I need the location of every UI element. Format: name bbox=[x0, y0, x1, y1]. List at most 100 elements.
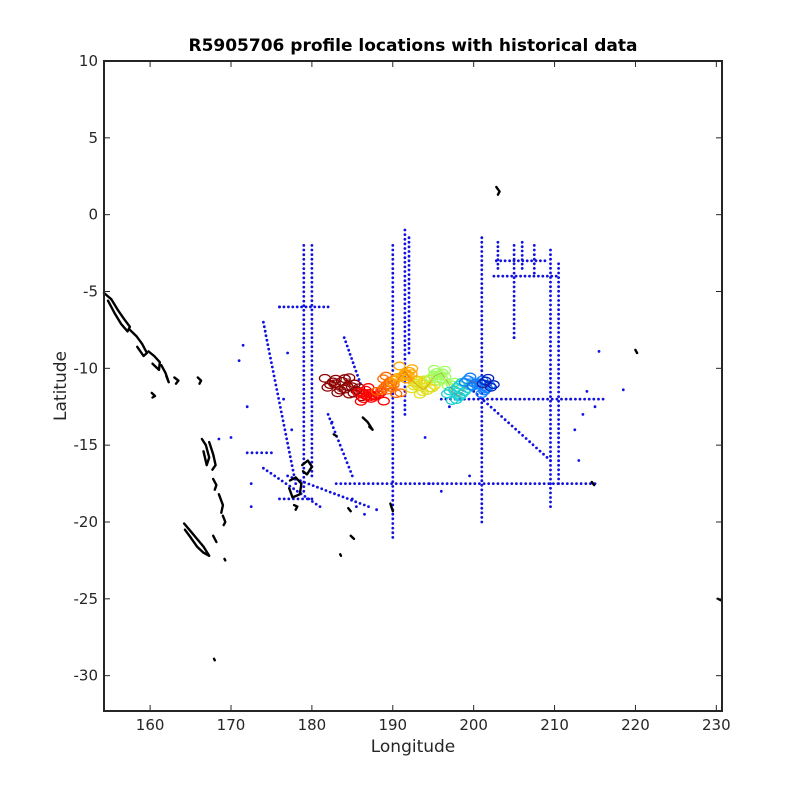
coastline bbox=[349, 534, 356, 541]
historical-point bbox=[557, 358, 560, 362]
historical-point bbox=[581, 413, 585, 416]
historical-point bbox=[310, 382, 314, 386]
historical-point bbox=[621, 388, 625, 392]
x-tick-label: 170 bbox=[217, 716, 246, 734]
historical-point bbox=[480, 245, 484, 249]
historical-point bbox=[310, 317, 314, 321]
historical-point bbox=[275, 388, 279, 391]
historical-point bbox=[557, 395, 560, 398]
historical-point bbox=[291, 468, 295, 472]
historical-point bbox=[480, 236, 484, 240]
historical-point bbox=[229, 436, 233, 439]
historical-point bbox=[413, 482, 417, 485]
historical-point bbox=[512, 248, 516, 252]
historical-point bbox=[345, 461, 349, 465]
historical-point bbox=[403, 316, 407, 319]
historical-point bbox=[266, 343, 270, 346]
historical-point bbox=[549, 376, 552, 380]
historical-point bbox=[480, 309, 484, 313]
historical-point bbox=[496, 245, 500, 249]
historical-point bbox=[557, 468, 560, 472]
historical-point bbox=[309, 305, 312, 309]
historical-point bbox=[557, 399, 560, 403]
historical-point bbox=[549, 349, 552, 353]
historical-point bbox=[403, 348, 407, 352]
historical-point bbox=[512, 244, 516, 247]
historical-point bbox=[480, 360, 484, 363]
historical-point bbox=[304, 305, 308, 309]
historical-point bbox=[557, 372, 560, 376]
historical-point bbox=[391, 410, 395, 414]
historical-point bbox=[302, 485, 306, 488]
historical-point bbox=[262, 466, 265, 470]
historical-point bbox=[528, 274, 531, 278]
historical-point bbox=[407, 323, 411, 327]
historical-point bbox=[302, 392, 306, 396]
historical-point bbox=[348, 482, 352, 485]
historical-point bbox=[302, 318, 306, 321]
historical-point bbox=[285, 437, 289, 441]
coastline bbox=[339, 553, 343, 557]
historical-point bbox=[390, 482, 393, 485]
historical-point bbox=[250, 451, 254, 455]
historical-point bbox=[492, 274, 496, 278]
historical-point bbox=[518, 397, 522, 401]
historical-point bbox=[480, 461, 484, 464]
historical-point bbox=[353, 482, 356, 485]
historical-point bbox=[549, 450, 552, 453]
historical-point bbox=[302, 248, 306, 252]
historical-point bbox=[381, 482, 384, 485]
historical-point bbox=[436, 482, 440, 485]
historical-point bbox=[557, 321, 560, 325]
historical-point bbox=[303, 481, 306, 484]
historical-point bbox=[549, 413, 552, 417]
historical-point bbox=[549, 303, 552, 307]
historical-point bbox=[302, 429, 306, 433]
historical-point bbox=[391, 295, 395, 298]
historical-point bbox=[328, 417, 332, 421]
coastline bbox=[150, 391, 157, 399]
historical-point bbox=[569, 397, 573, 401]
historical-point bbox=[439, 489, 443, 493]
historical-point bbox=[350, 474, 354, 478]
historical-point bbox=[472, 397, 476, 401]
historical-point bbox=[268, 352, 271, 355]
historical-point bbox=[557, 386, 560, 389]
historical-point bbox=[296, 497, 300, 501]
historical-point bbox=[337, 493, 341, 497]
historical-point bbox=[512, 271, 516, 275]
historical-point bbox=[549, 459, 552, 462]
historical-point bbox=[431, 482, 435, 485]
profile-track bbox=[331, 370, 489, 398]
x-tick-label: 210 bbox=[540, 716, 569, 734]
historical-point bbox=[512, 303, 516, 307]
historical-point bbox=[245, 405, 249, 409]
historical-point bbox=[480, 369, 484, 373]
historical-point bbox=[549, 331, 552, 334]
historical-point bbox=[264, 334, 268, 338]
historical-point bbox=[391, 429, 395, 433]
historical-point bbox=[310, 336, 314, 339]
historical-point bbox=[350, 357, 353, 360]
historical-point bbox=[310, 290, 314, 293]
historical-point bbox=[573, 428, 577, 432]
historical-point bbox=[480, 295, 484, 299]
x-tick-label: 230 bbox=[702, 716, 731, 734]
historical-point bbox=[407, 328, 411, 332]
historical-point bbox=[407, 310, 411, 313]
historical-point bbox=[302, 378, 306, 382]
historical-point bbox=[578, 397, 582, 401]
historical-point bbox=[305, 497, 309, 501]
historical-point bbox=[310, 414, 314, 418]
coastline bbox=[332, 433, 338, 438]
historical-point bbox=[565, 482, 569, 485]
historical-point bbox=[512, 322, 516, 326]
historical-point bbox=[552, 482, 555, 485]
historical-point bbox=[391, 494, 395, 498]
historical-point bbox=[557, 463, 560, 467]
historical-point bbox=[480, 493, 484, 496]
historical-point bbox=[403, 228, 407, 232]
y-tick-label: -30 bbox=[74, 667, 99, 685]
historical-point bbox=[274, 383, 278, 387]
historical-point bbox=[399, 482, 403, 485]
